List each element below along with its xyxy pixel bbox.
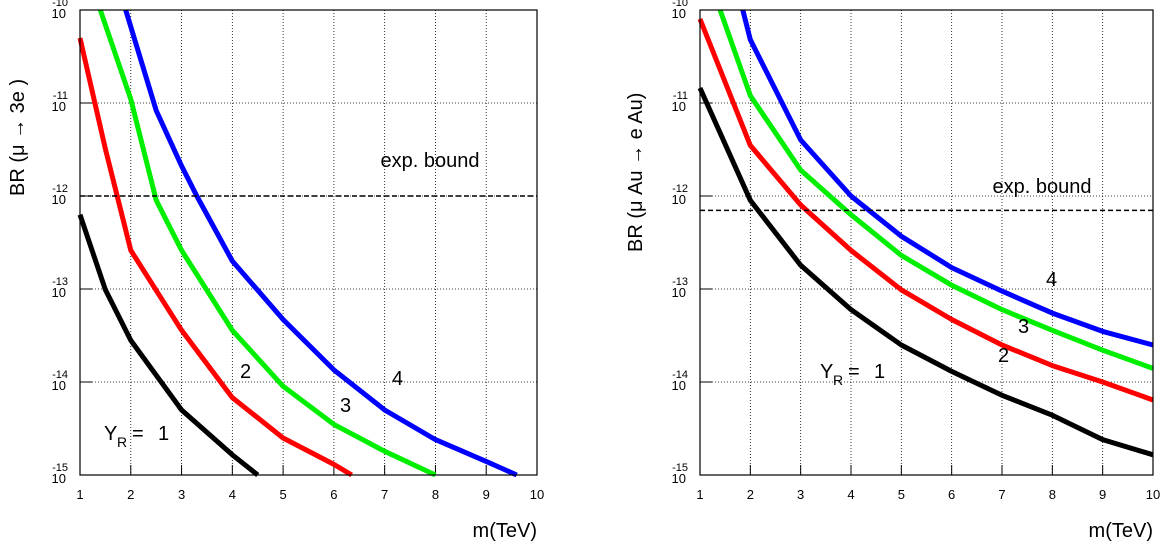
curve: [77, 213, 260, 477]
plot-frame: [699, 9, 1154, 476]
y-axis-label: BR (μ Au → e Au): [625, 93, 647, 252]
y-tick-label: 10: [672, 285, 686, 300]
x-tick-label: 5: [898, 487, 905, 502]
y-tick-exponent: -10: [672, 0, 688, 9]
y-tick-label: 10: [52, 99, 66, 114]
label-equals: =: [848, 361, 860, 383]
x-axis-label: m(TeV): [1089, 520, 1153, 542]
y-tick-label: 10: [672, 99, 686, 114]
exp-bound-label: exp. bound: [993, 176, 1092, 198]
label-subscript: R: [833, 372, 843, 388]
x-tick-label: 8: [432, 487, 439, 502]
x-tick-label: 10: [1146, 487, 1160, 502]
series-label: 4: [392, 368, 403, 390]
curve: [717, 9, 1154, 371]
y-tick-label: 10: [52, 285, 66, 300]
x-tick-label: 10: [530, 487, 544, 502]
label-prefix: Y: [104, 423, 117, 445]
x-tick-label: 3: [797, 487, 804, 502]
series-label: 1: [874, 361, 885, 383]
label-equals: =: [132, 423, 144, 445]
x-tick-label: 9: [483, 487, 490, 502]
y-tick-label: 10: [52, 471, 66, 486]
label-prefix: Y: [820, 361, 833, 383]
plot-frame: [79, 9, 538, 476]
series-label: 4: [1046, 269, 1057, 291]
x-tick-label: 6: [330, 487, 337, 502]
y-tick-exponent: -15: [672, 462, 688, 474]
y-tick-exponent: -11: [53, 90, 68, 102]
y-tick-exponent: -12: [672, 183, 688, 195]
y-tick-exponent: -14: [52, 369, 68, 381]
y-axis-label: BR (μ → 3e ): [7, 79, 29, 196]
y-tick-label: 10: [672, 6, 686, 21]
x-tick-label: 4: [229, 487, 236, 502]
y-tick-label: 10: [52, 378, 66, 393]
y-tick-label: 10: [672, 471, 686, 486]
x-axis-label: m(TeV): [473, 520, 537, 542]
y-tick-exponent: -13: [672, 276, 688, 288]
series-label: 3: [1018, 316, 1029, 338]
series-label: 2: [998, 345, 1009, 367]
x-tick-label: 1: [76, 487, 83, 502]
y-tick-label: 10: [672, 192, 686, 207]
curve: [697, 86, 1154, 458]
y-tick-exponent: -13: [52, 276, 68, 288]
y-tick-exponent: -14: [672, 369, 688, 381]
x-tick-label: 2: [747, 487, 754, 502]
y-tick-label: 10: [672, 378, 686, 393]
exp-bound-label: exp. bound: [381, 150, 480, 172]
y-tick-exponent: -10: [52, 0, 68, 9]
y-tick-label: 10: [52, 192, 66, 207]
x-tick-label: 7: [998, 487, 1005, 502]
x-tick-label: 4: [847, 487, 854, 502]
y-tick-exponent: -15: [52, 462, 68, 474]
x-tick-label: 5: [279, 487, 286, 502]
x-tick-label: 7: [381, 487, 388, 502]
label-subscript: R: [117, 434, 127, 450]
curve: [123, 9, 518, 478]
x-tick-label: 1: [696, 487, 703, 502]
x-tick-label: 8: [1049, 487, 1056, 502]
curve: [77, 37, 353, 478]
y-tick-exponent: -12: [52, 183, 68, 195]
x-tick-label: 9: [1099, 487, 1106, 502]
curve: [697, 18, 1154, 403]
x-tick-label: 3: [178, 487, 185, 502]
y-tick-exponent: -11: [673, 90, 688, 102]
series-label: 3: [340, 395, 351, 417]
x-tick-label: 2: [127, 487, 134, 502]
series-label: 1: [158, 423, 169, 445]
series-label: 2: [240, 361, 251, 383]
y-tick-label: 10: [52, 6, 66, 21]
x-tick-label: 6: [948, 487, 955, 502]
curve: [740, 9, 1154, 348]
curve: [97, 9, 437, 478]
